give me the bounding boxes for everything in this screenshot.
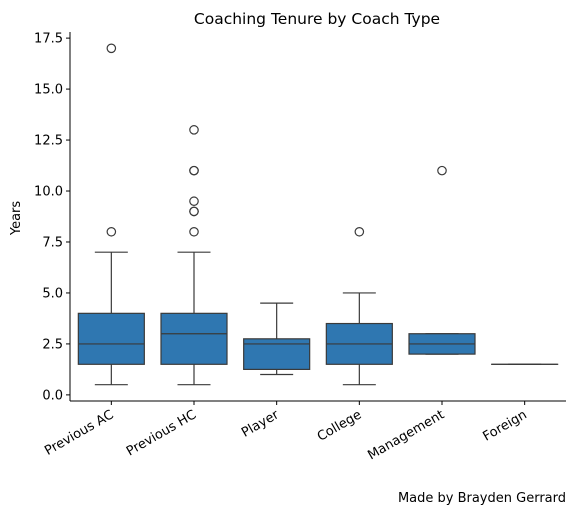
- outlier-point: [354, 226, 365, 237]
- outlier-point: [437, 165, 447, 176]
- x-tick-label: Previous HC: [124, 407, 199, 459]
- y-axis-label: Years: [9, 201, 24, 237]
- outlier-point: [106, 226, 117, 237]
- x-tick-label: Player: [239, 407, 282, 441]
- outlier-point: [189, 196, 199, 207]
- box-previous-ac: [77, 312, 145, 365]
- x-tick-label: Management: [365, 407, 447, 463]
- outlier-point: [189, 226, 199, 237]
- credit-text: Made by Brayden Gerrard: [398, 491, 566, 506]
- box-previous-hc: [160, 312, 228, 365]
- chart-title: Coaching Tenure by Coach Type: [194, 10, 440, 28]
- y-tick-label: 7.5: [42, 235, 63, 250]
- y-tick-label: 12.5: [34, 134, 63, 149]
- y-tick-label: 5.0: [42, 286, 63, 301]
- x-tick-label: College: [315, 407, 365, 444]
- y-tick-label: 17.5: [34, 32, 63, 47]
- y-tick-label: 0.0: [42, 388, 63, 403]
- x-tick-label: Previous AC: [42, 407, 116, 458]
- outlier-point: [189, 206, 199, 217]
- outlier-point: [106, 43, 117, 54]
- y-tick-label: 15.0: [34, 83, 63, 98]
- y-tick-label: 10.0: [34, 185, 63, 200]
- y-tick-label: 2.5: [42, 337, 63, 352]
- x-tick-label: Foreign: [480, 407, 529, 444]
- outlier-point: [189, 165, 199, 176]
- outlier-point: [189, 125, 199, 135]
